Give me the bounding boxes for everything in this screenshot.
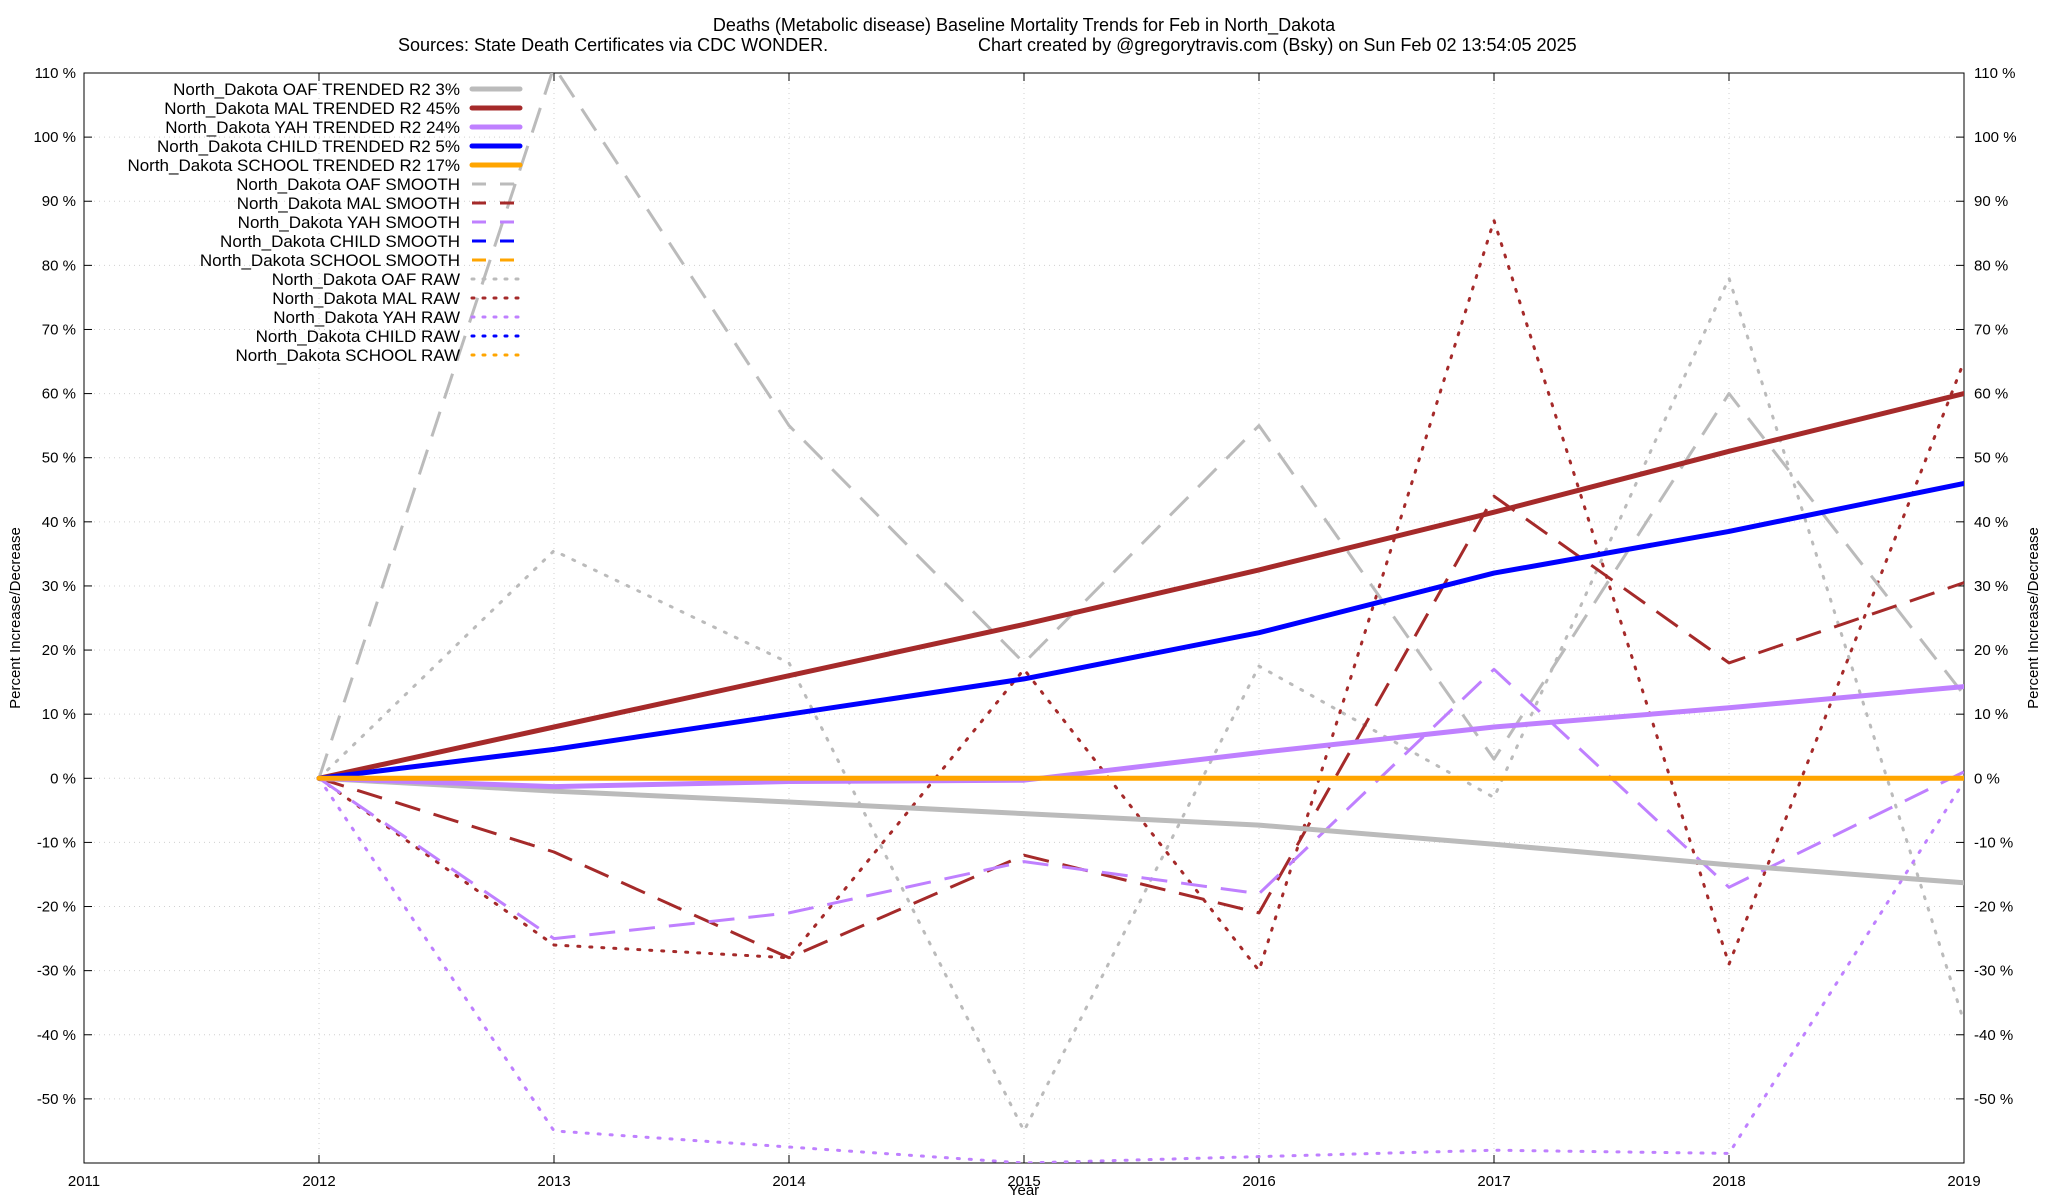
chart-title: Deaths (Metabolic disease) Baseline Mort… <box>713 15 1336 36</box>
y-tick-label-right: -20 % <box>1974 899 2013 916</box>
y-tick-label-left: 60 % <box>42 386 76 403</box>
y-tick-label-left: 80 % <box>42 257 76 274</box>
legend-label: North_Dakota CHILD SMOOTH <box>220 232 460 251</box>
series-line-yah-smooth <box>318 667 1964 941</box>
legend-label: North_Dakota MAL TRENDED R2 45% <box>164 99 460 118</box>
legend-label: North_Dakota MAL SMOOTH <box>237 194 460 213</box>
y-tick-label-right: 10 % <box>1974 706 2008 723</box>
y-tick-label-left: 40 % <box>42 514 76 531</box>
y-tick-label-right: 70 % <box>1974 321 2008 338</box>
y-tick-label-right: -10 % <box>1974 834 2013 851</box>
legend-label: North_Dakota YAH SMOOTH <box>238 213 460 232</box>
y-tick-label-right: 60 % <box>1974 386 2008 403</box>
legend-label: North_Dakota SCHOOL RAW <box>235 346 460 365</box>
y-tick-label-left: -20 % <box>37 899 76 916</box>
y-tick-label-right: 40 % <box>1974 514 2008 531</box>
series-line-yah-raw <box>317 776 1964 1163</box>
y-tick-label-right: 80 % <box>1974 257 2008 274</box>
x-axis-label: Year <box>1009 1182 1039 1199</box>
legend-label: North_Dakota SCHOOL SMOOTH <box>200 251 460 270</box>
y-axis-label-right: Percent Increase/Decrease <box>2025 527 2042 709</box>
series-line-yah-trended <box>316 684 1964 790</box>
x-tick-label: 2016 <box>1242 1173 1275 1190</box>
series-line-oaf-smooth <box>317 73 1964 779</box>
y-tick-label-right: 30 % <box>1974 578 2008 595</box>
chart-subtitle-credit: Chart created by @gregorytravis.com (Bsk… <box>978 35 1577 55</box>
y-tick-label-right: -50 % <box>1974 1091 2013 1108</box>
x-tick-label: 2013 <box>537 1173 570 1190</box>
legend-label: North_Dakota MAL RAW <box>272 289 460 308</box>
legend-label: North_Dakota SCHOOL TRENDED R2 17% <box>127 156 460 175</box>
y-tick-label-left: 20 % <box>42 642 76 659</box>
y-tick-label-left: 0 % <box>50 770 76 787</box>
legend-label: North_Dakota OAF TRENDED R2 3% <box>173 80 460 99</box>
y-tick-label-left: 50 % <box>42 450 76 467</box>
y-axis-label-left: Percent Increase/Decrease <box>7 527 24 709</box>
y-tick-label-right: -30 % <box>1974 963 2013 980</box>
x-tick-label: 2012 <box>302 1173 335 1190</box>
y-tick-label-left: 30 % <box>42 578 76 595</box>
series-line-oaf-trended <box>316 775 1964 886</box>
legend-label: North_Dakota CHILD TRENDED R2 5% <box>157 137 460 156</box>
x-tick-label: 2017 <box>1477 1173 1510 1190</box>
y-tick-label-left: 90 % <box>42 193 76 210</box>
y-tick-label-left: -30 % <box>37 963 76 980</box>
x-tick-label: 2019 <box>1947 1173 1980 1190</box>
legend-label: North_Dakota OAF SMOOTH <box>236 175 460 194</box>
y-tick-label-left: 100 % <box>33 129 76 146</box>
y-tick-label-left: -50 % <box>37 1091 76 1108</box>
x-tick-label: 2011 <box>68 1173 100 1190</box>
y-tick-label-left: -40 % <box>37 1027 76 1044</box>
series-line-oaf-raw <box>317 276 1964 1133</box>
series-line-mal-raw <box>317 219 1964 973</box>
chart-subtitle-sources: Sources: State Death Certificates via CD… <box>398 35 828 55</box>
x-tick-label: 2014 <box>772 1173 805 1190</box>
x-tick-label: 2018 <box>1712 1173 1745 1190</box>
y-tick-label-right: 100 % <box>1974 129 2017 146</box>
y-tick-label-right: -40 % <box>1974 1027 2013 1044</box>
legend: North_Dakota OAF TRENDED R2 3%North_Dako… <box>127 80 523 365</box>
legend-label: North_Dakota YAH RAW <box>273 308 460 327</box>
x-tick-label: 2015 <box>1007 1173 1040 1190</box>
y-tick-label-right: 20 % <box>1974 642 2008 659</box>
series-line-child-trended <box>316 480 1964 781</box>
y-tick-label-right: 110 % <box>1974 65 2015 82</box>
y-tick-label-right: 90 % <box>1974 193 2008 210</box>
axis-ticks: 2011 2012 2013 2014 2015 2016 2017 2018 2019 110 … <box>33 65 2016 1190</box>
y-tick-label-right: 50 % <box>1974 450 2008 467</box>
series-line-mal-smooth <box>318 494 1964 960</box>
legend-label: North_Dakota OAF RAW <box>272 270 460 289</box>
series-line-mal-trended <box>316 391 1964 781</box>
y-tick-label-left: 70 % <box>42 321 76 338</box>
series-lines <box>316 73 1964 1163</box>
y-tick-label-right: 0 % <box>1974 770 2000 787</box>
y-tick-label-left: 110 % <box>35 65 76 82</box>
legend-label: North_Dakota CHILD RAW <box>256 327 460 346</box>
y-tick-label-left: -10 % <box>37 834 76 851</box>
y-tick-label-left: 10 % <box>42 706 76 723</box>
legend-label: North_Dakota YAH TRENDED R2 24% <box>165 118 460 137</box>
